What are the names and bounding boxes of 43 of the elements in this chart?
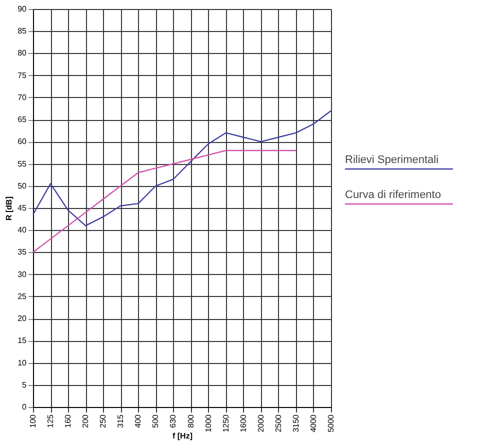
y-tick-label: 35 — [18, 248, 28, 257]
x-tick-label: 125 — [46, 414, 56, 428]
x-tick-label: 5000 — [326, 414, 336, 432]
y-tick-label: 90 — [18, 4, 28, 14]
y-tick-label: 85 — [18, 26, 28, 36]
y-tick-label: 40 — [18, 226, 28, 235]
text: Curva di riferimento — [345, 189, 441, 201]
y-tick-label: 15 — [18, 336, 28, 346]
y-tick-label: 20 — [18, 314, 28, 324]
y-tick-label: 60 — [18, 137, 28, 146]
y-tick-label: 25 — [18, 292, 28, 301]
x-tick-label: 160 — [64, 414, 73, 428]
y-tick-label: 50 — [18, 181, 28, 190]
x-tick-label: 1250 — [221, 414, 230, 432]
x-tick-label: 630 — [168, 414, 178, 428]
x-tick-label: 400 — [134, 414, 143, 428]
y-tick-label: 10 — [18, 358, 28, 368]
x-tick-label: 200 — [81, 414, 90, 428]
x-tick-label: 4000 — [308, 414, 318, 432]
x-tick-label: 250 — [98, 414, 108, 428]
line-series — [32, 110, 332, 226]
y-tick-label: 75 — [18, 70, 28, 80]
x-tick-label: 2500 — [274, 414, 283, 432]
y-axis-title: R [dB] — [4, 196, 14, 220]
y-tick-label: 70 — [18, 92, 28, 102]
y-tick-label: 65 — [18, 115, 28, 124]
x-tick-label: 100 — [28, 414, 38, 428]
y-tick-label: 55 — [18, 159, 28, 168]
x-tick-label: 800 — [186, 414, 196, 428]
y-tick-label: 5 — [22, 380, 28, 390]
y-tick-label: 80 — [18, 48, 28, 58]
x-tick-label: 315 — [116, 414, 126, 428]
x-tick-label: 3150 — [291, 414, 300, 432]
y-tick-label: 30 — [18, 270, 28, 279]
x-tick-label: 500 — [151, 414, 160, 428]
x-tick-label: 2000 — [256, 414, 266, 432]
text: Rilievi Sperimentali — [345, 154, 439, 166]
x-tick-label: 1600 — [238, 414, 248, 432]
x-axis-title: f [Hz] — [172, 431, 193, 440]
line-series — [32, 150, 297, 253]
x-tick-label: 1000 — [204, 414, 213, 432]
y-tick-label: 0 — [22, 402, 28, 412]
y-tick-label: 45 — [18, 204, 28, 212]
